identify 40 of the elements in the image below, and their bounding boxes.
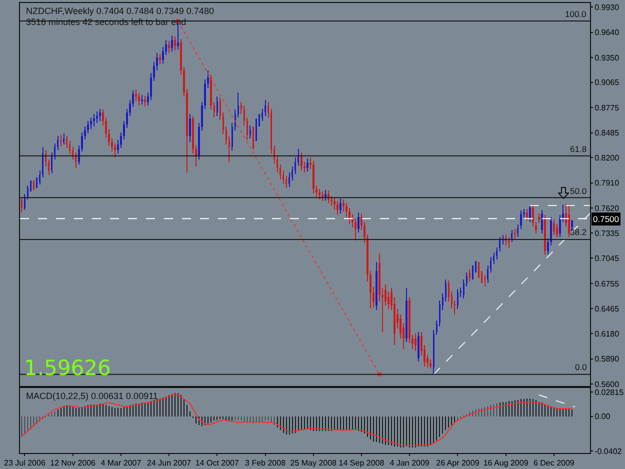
y-tick-label: 0.9350 (594, 53, 620, 62)
x-tick-label: 16 Aug 2009 (483, 458, 529, 468)
y-tick-label: 0.7620 (594, 204, 620, 213)
annotation: 38.2 (570, 227, 587, 237)
y-tick-label: -0.0402 (594, 446, 622, 456)
x-tick-label: 26 Apr 2009 (436, 458, 480, 468)
x-tick-label: 24 Jun 2007 (147, 458, 192, 468)
chart-title: MACD(10,22,5) 0.00631 0.00911 (26, 391, 158, 401)
ref-line-label: 0.7500 (593, 214, 620, 224)
y-tick-label: 0.6180 (594, 329, 620, 338)
annotation: 0.0 (575, 362, 588, 372)
x-tick-label: 14 Sep 2008 (338, 458, 385, 468)
y-tick-label: 0.8775 (594, 103, 620, 112)
chart-title: NZDCHF,Weekly 0.7404 0.7484 0.7349 0.7480 (26, 6, 214, 16)
x-tick-label: 14 Oct 2007 (195, 458, 240, 468)
y-tick-label: 0.9640 (594, 28, 620, 38)
x-tick-label: 3 Feb 2008 (245, 458, 286, 468)
x-tick-label: 4 Jan 2009 (390, 458, 430, 468)
annotation: 50.0 (570, 186, 587, 196)
y-tick-label: 0.02815 (594, 388, 624, 397)
y-tick-label: 0.8485 (594, 128, 620, 138)
annotation: 61.8 (570, 144, 587, 154)
y-tick-label: 0.5890 (594, 354, 620, 364)
annotation: 1.59626 (24, 356, 111, 380)
y-tick-label: 0.8200 (594, 153, 620, 162)
x-tick-label: 6 Dec 2009 (533, 458, 575, 468)
y-tick-label: 0.7910 (594, 178, 620, 188)
annotation: 100.0 (565, 9, 587, 19)
y-tick-label: 0.7335 (594, 228, 620, 238)
y-tick-label: 0.00 (594, 412, 611, 422)
x-tick-label: 23 Jul 2006 (4, 458, 46, 468)
x-tick-label: 12 Nov 2006 (50, 458, 96, 468)
y-tick-label: 0.6755 (594, 279, 620, 288)
y-tick-label: 0.7045 (594, 254, 620, 263)
y-tick-label: 0.9065 (594, 78, 620, 88)
y-tick-label: 0.5600 (594, 380, 620, 389)
y-tick-label: 0.6465 (594, 304, 620, 314)
x-tick-label: 25 May 2008 (290, 458, 338, 468)
y-tick-label: 0.9930 (594, 2, 620, 12)
x-tick-label: 4 Mar 2007 (100, 458, 142, 468)
